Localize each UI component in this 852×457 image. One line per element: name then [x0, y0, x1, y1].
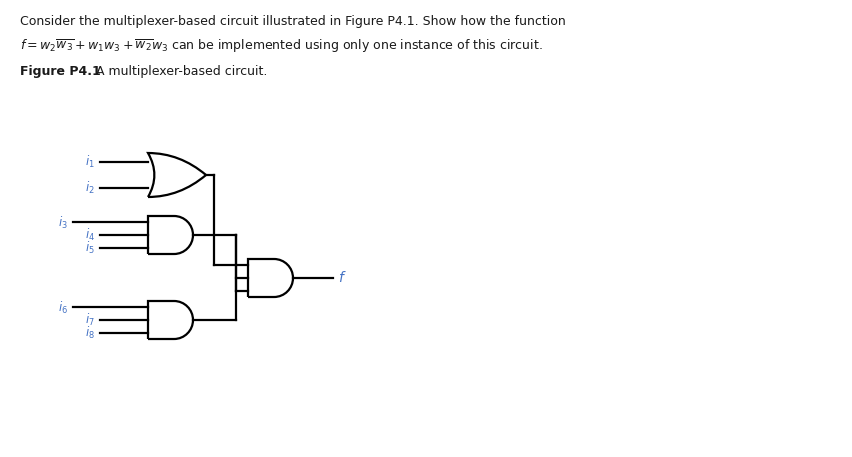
Text: $f = w_2\overline{w_3} + w_1w_3 + \overline{w_2}w_3$ can be implemented using on: $f = w_2\overline{w_3} + w_1w_3 + \overl…	[20, 37, 542, 54]
PathPatch shape	[148, 301, 193, 339]
Text: $i_5$: $i_5$	[85, 239, 95, 255]
Text: $i_2$: $i_2$	[85, 180, 95, 196]
Text: $i_1$: $i_1$	[85, 154, 95, 170]
PathPatch shape	[148, 153, 206, 197]
Text: A multiplexer-based circuit.: A multiplexer-based circuit.	[92, 65, 267, 79]
Text: $f$: $f$	[337, 271, 346, 286]
Text: $i_4$: $i_4$	[85, 227, 95, 243]
Text: $i_6$: $i_6$	[58, 299, 68, 315]
Text: $i_7$: $i_7$	[85, 312, 95, 328]
Text: $i_3$: $i_3$	[58, 214, 68, 230]
PathPatch shape	[248, 259, 292, 297]
Text: $i_8$: $i_8$	[85, 324, 95, 340]
Text: Consider the multiplexer-based circuit illustrated in Figure P4.1. Show how the : Consider the multiplexer-based circuit i…	[20, 16, 565, 28]
PathPatch shape	[148, 216, 193, 254]
Text: Figure P4.1: Figure P4.1	[20, 65, 101, 79]
